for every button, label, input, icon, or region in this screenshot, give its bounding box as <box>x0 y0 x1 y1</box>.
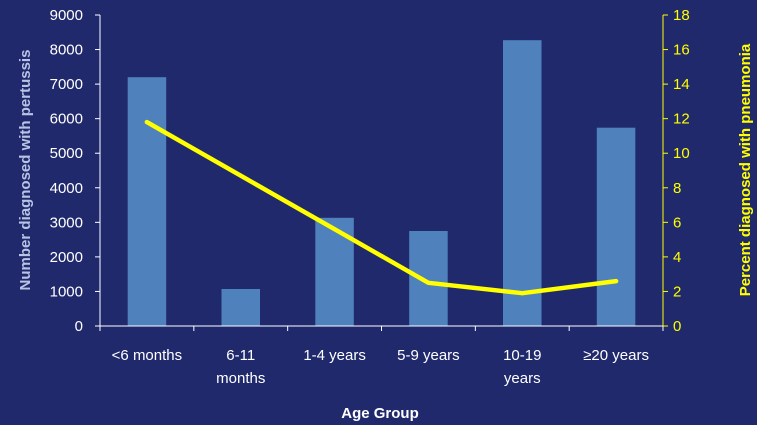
left-tick-label-1: 1000 <box>50 283 83 300</box>
right-tick-label-2: 4 <box>673 249 681 266</box>
bar-3 <box>409 231 448 326</box>
category-label-1: 6-11 <box>226 347 255 364</box>
left-tick-label-0: 0 <box>75 318 83 335</box>
left-tick-label-5: 5000 <box>50 145 83 162</box>
right-tick-label-9: 18 <box>673 7 690 24</box>
category-label-4-line1: years <box>504 370 541 387</box>
bar-5 <box>596 127 636 326</box>
right-tick-label-7: 14 <box>673 76 690 93</box>
right-tick-label-1: 2 <box>673 283 681 300</box>
right-tick-label-8: 16 <box>673 42 690 59</box>
line-group <box>144 119 619 296</box>
category-label-3: 5-9 years <box>397 347 460 364</box>
labels-group: 0 1000 2000 3000 4000 5000 6000 7000 8000 9000 0 2 4… <box>50 7 690 387</box>
bar-2 <box>315 217 354 326</box>
left-tick-label-4: 4000 <box>50 180 83 197</box>
right-tick-label-5: 10 <box>673 145 690 162</box>
left-tick-label-8: 8000 <box>50 42 83 59</box>
bar-4 <box>503 40 542 326</box>
left-tick-label-6: 6000 <box>50 111 83 128</box>
axes-group <box>95 14 668 331</box>
right-tick-label-6: 12 <box>673 111 690 128</box>
category-label-2: 1-4 years <box>303 347 366 364</box>
bar-1 <box>221 289 260 326</box>
x-axis-title: Age Group <box>341 405 419 422</box>
right-tick-label-0: 0 <box>673 318 681 335</box>
category-label-4: 10-19 <box>503 347 541 364</box>
left-tick-label-3: 3000 <box>50 214 83 231</box>
left-tick-label-7: 7000 <box>50 76 83 93</box>
bar-0 <box>127 77 167 326</box>
left-tick-label-2: 2000 <box>50 249 83 266</box>
left-tick-label-9: 9000 <box>50 7 83 24</box>
right-axis-title: Percent diagnosed with pneumonia <box>737 43 754 296</box>
category-label-0: <6 months <box>112 347 182 364</box>
pneumonia-line <box>144 119 619 296</box>
bars-group <box>127 40 636 326</box>
category-label-1-line1: months <box>216 370 265 387</box>
left-axis-title: Number diagnosed with pertussis <box>17 50 34 291</box>
right-tick-label-4: 8 <box>673 180 681 197</box>
right-tick-label-3: 6 <box>673 214 681 231</box>
category-label-5: ≥20 years <box>583 347 649 364</box>
